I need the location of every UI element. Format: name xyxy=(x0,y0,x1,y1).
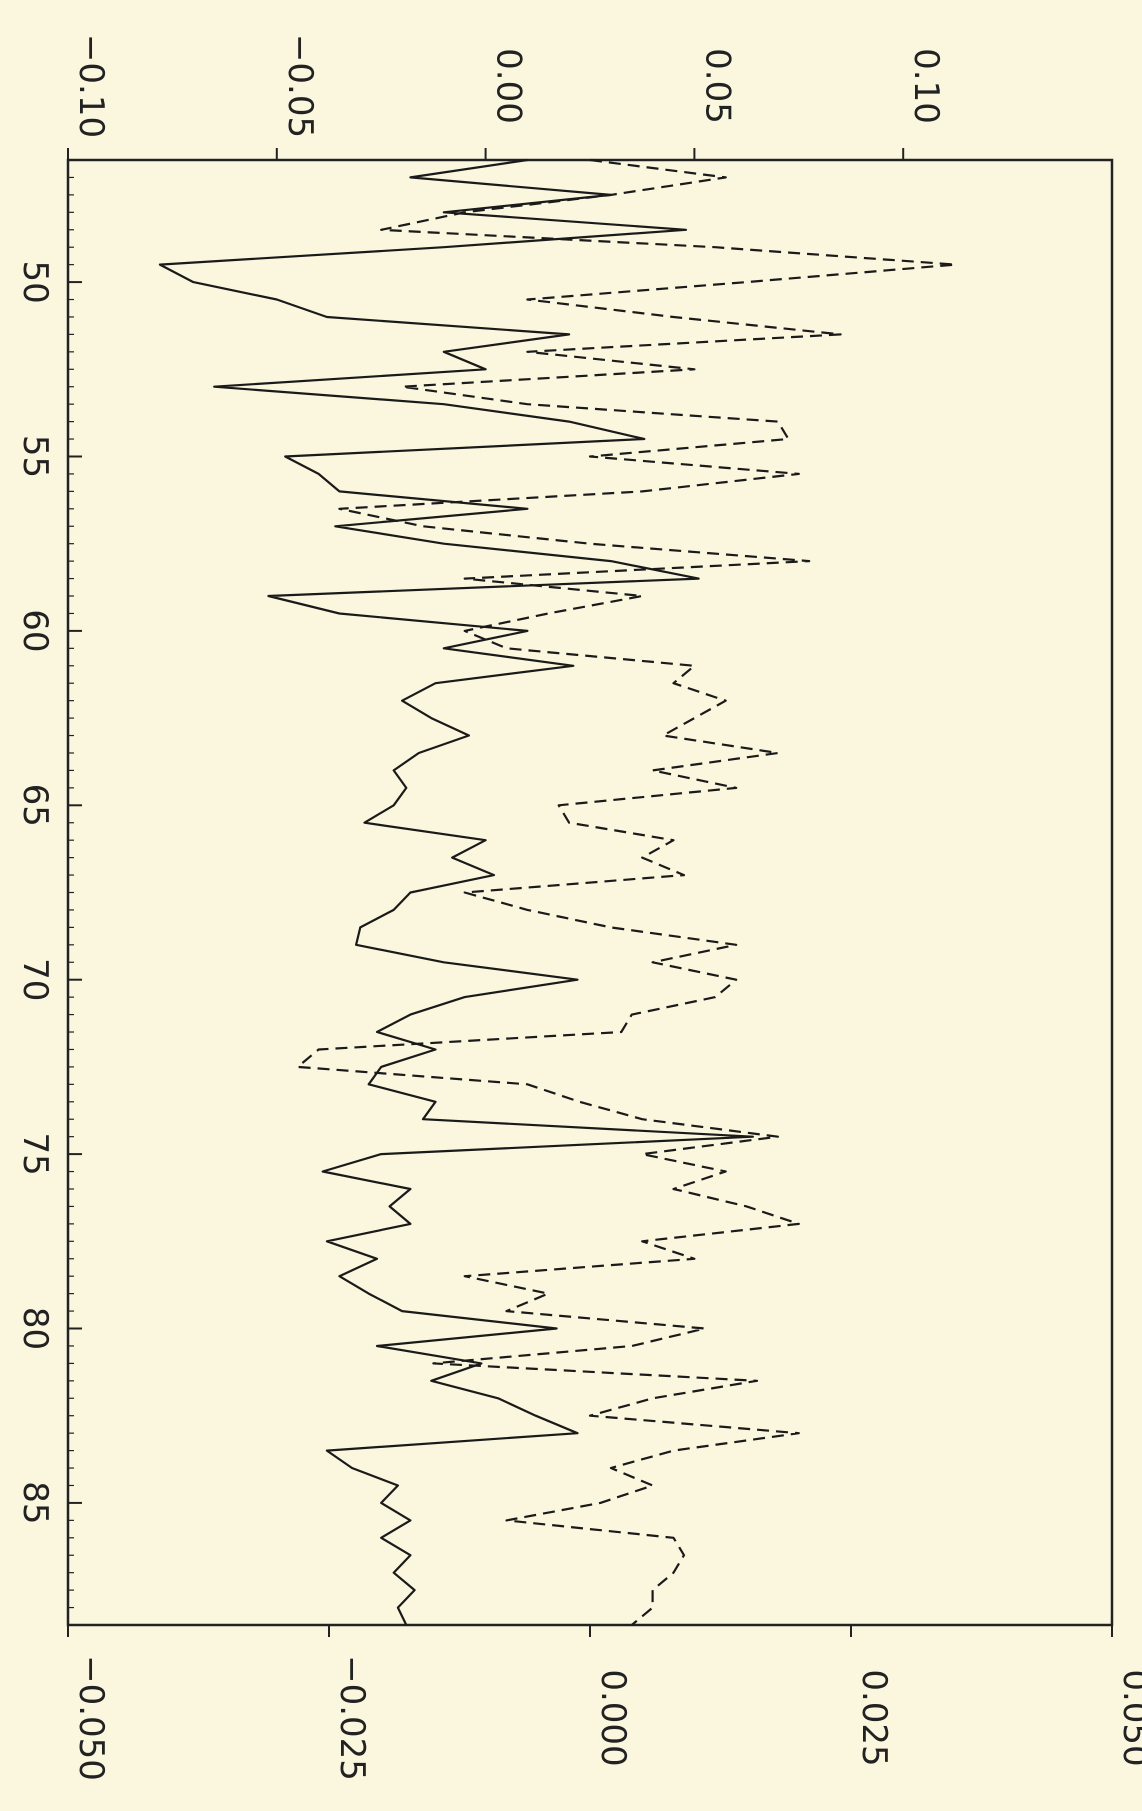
y-right-tick-label: 0.025 xyxy=(854,1669,894,1766)
y-right-tick-label: 0.000 xyxy=(593,1669,633,1766)
x-tick-label: 50 xyxy=(15,260,55,303)
x-tick-label: 80 xyxy=(15,1307,55,1350)
series-dashed-line xyxy=(296,158,957,1626)
series-layer xyxy=(158,158,957,1626)
y-left-tick-label: 0.05 xyxy=(697,48,737,124)
y-right-tick-label: −0.025 xyxy=(332,1655,372,1781)
y-left-tick-label: −0.05 xyxy=(280,34,320,138)
x-tick-label: 65 xyxy=(15,784,55,827)
x-tick-label: 75 xyxy=(15,1132,55,1175)
y-left-tick-label: 0.10 xyxy=(906,48,946,124)
y-right-tick-label: 0.050 xyxy=(1115,1669,1142,1766)
x-tick-label: 55 xyxy=(15,435,55,478)
y-right-tick-label: −0.050 xyxy=(71,1655,111,1781)
y-left-tick-label: 0.00 xyxy=(489,48,529,124)
x-tick-label: 85 xyxy=(15,1481,55,1524)
label-layer: 50 55 60 65 70 75 80 85 −0.10 −0.05 0.00 0.05 0.10 −0… xyxy=(15,34,1142,1781)
series-solid-line xyxy=(158,158,755,1626)
x-tick-label: 70 xyxy=(15,958,55,1001)
y-left-tick-label: −0.10 xyxy=(71,34,111,138)
x-tick-label: 60 xyxy=(15,609,55,652)
